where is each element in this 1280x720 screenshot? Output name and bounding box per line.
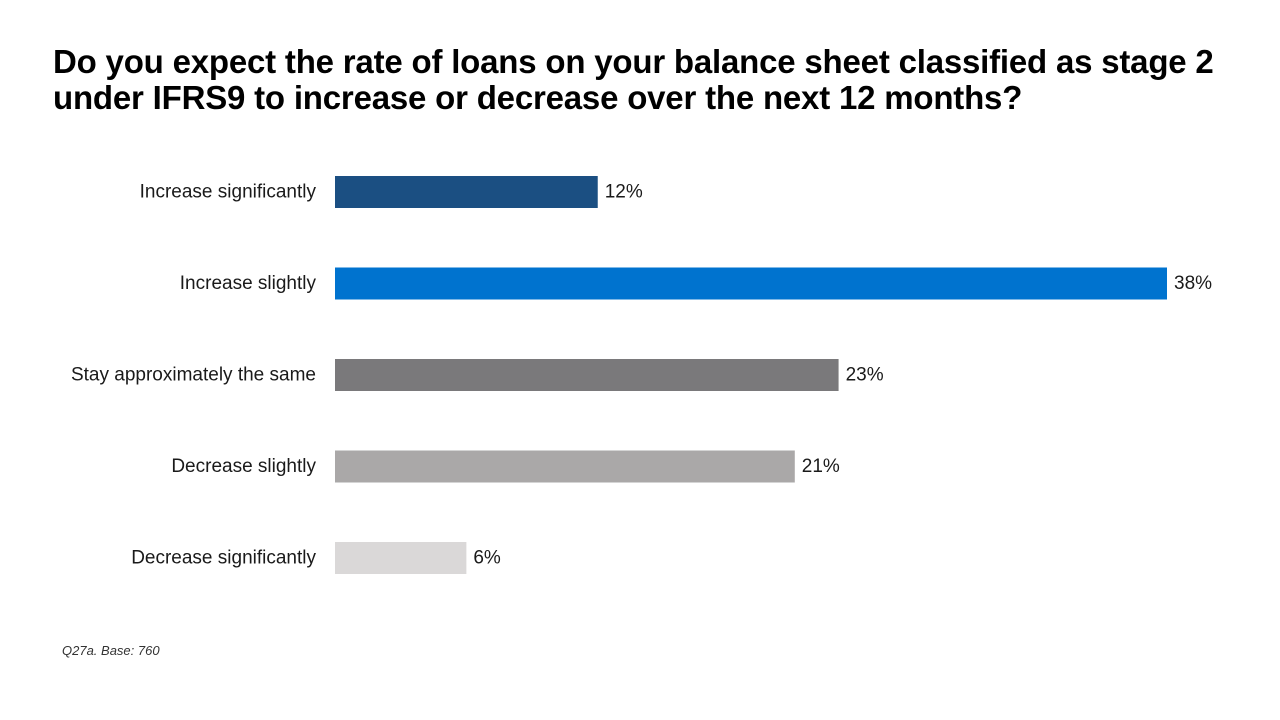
footnote: Q27a. Base: 760 — [62, 643, 160, 658]
bars-layer: Increase significantly 12% Increase slight… — [71, 176, 1212, 574]
value-label-increase-slightly: 38% — [1174, 273, 1212, 294]
category-label-increase-significantly: Increase significantly — [140, 182, 317, 203]
category-label-decrease-slightly: Decrease slightly — [171, 456, 316, 477]
category-label-stay-approximately-the-same: Stay approximately the same — [71, 365, 316, 386]
bar-decrease-significantly — [335, 542, 467, 574]
bar-increase-significantly — [335, 176, 598, 208]
value-label-decrease-significantly: 6% — [473, 548, 501, 569]
category-label-decrease-significantly: Decrease significantly — [131, 548, 316, 569]
value-label-stay-approximately-the-same: 23% — [846, 365, 884, 386]
bar-decrease-slightly — [335, 450, 795, 483]
value-label-decrease-slightly: 21% — [802, 456, 840, 477]
chart-title: Do you expect the rate of loans on your … — [53, 43, 1214, 116]
value-label-increase-significantly: 12% — [605, 182, 643, 203]
bar-stay-approximately-the-same — [335, 359, 839, 391]
category-label-increase-slightly: Increase slightly — [180, 273, 317, 294]
bar-increase-slightly — [335, 267, 1167, 300]
